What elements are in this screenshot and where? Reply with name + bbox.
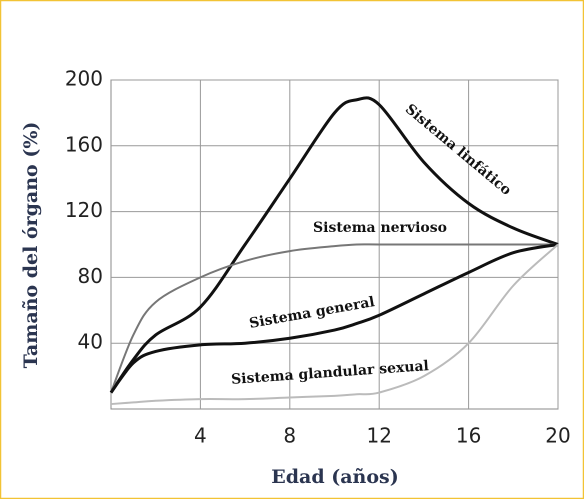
line [109,96,559,394]
y-tick-label: 80 [78,264,103,288]
x-tick-label: 12 [366,424,391,448]
x-tick-label: 20 [545,424,570,448]
y-tick-label: 120 [65,198,103,222]
line [110,243,559,406]
y-axis-label: Tamaño del órgano (%) [20,122,42,369]
y-tick-label: 160 [65,132,103,156]
x-tick-label: 16 [456,424,481,448]
line [110,243,558,393]
y-tick-label: 40 [78,330,103,354]
x-tick-label: 4 [194,424,207,448]
x-axis-label: Edad (años) [271,466,398,488]
x-tick-label: 8 [283,424,296,448]
y-tick-label: 200 [65,67,103,91]
line [109,243,559,394]
series-label: Sistema nervioso [313,220,447,236]
